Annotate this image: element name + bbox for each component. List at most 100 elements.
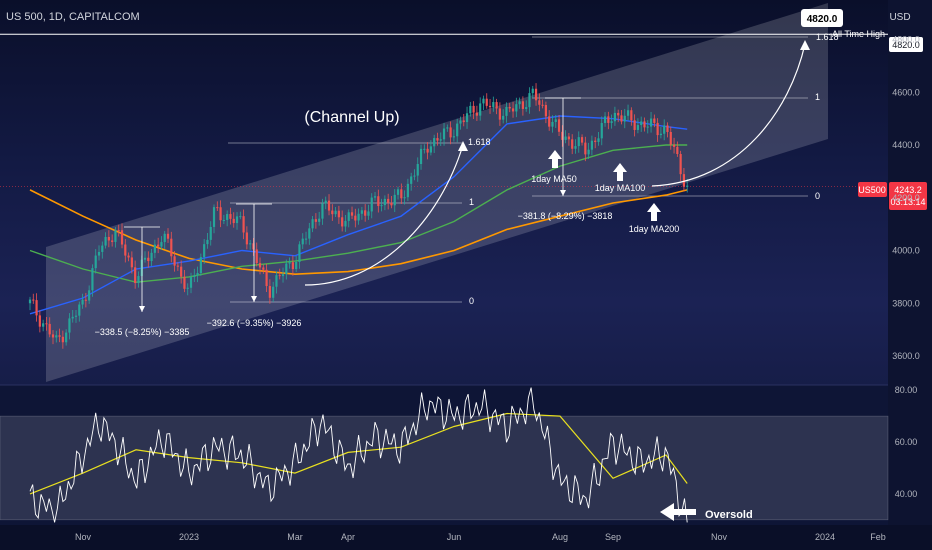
candle-body <box>571 139 574 149</box>
countdown-label: 03:13:14 <box>890 197 925 207</box>
candle-body <box>534 88 538 101</box>
candle-body <box>610 121 613 123</box>
candle-body <box>308 228 311 239</box>
candle-body <box>288 262 291 264</box>
candle-body <box>291 262 294 270</box>
candle-body <box>557 119 561 132</box>
ma200-label: 1day MA200 <box>629 224 680 234</box>
candle-body <box>275 275 278 287</box>
candle-body <box>561 131 564 140</box>
projection-curve-2 <box>651 43 806 187</box>
candle-body <box>147 257 150 262</box>
rsi-axis-ticks: 40.00 60.00 80.00 <box>895 385 918 499</box>
ath-label: All Time High <box>832 29 885 39</box>
candle-body <box>357 213 360 221</box>
candle-body <box>548 116 551 127</box>
x-tick-label: Sep <box>605 532 621 542</box>
candle-body <box>577 137 580 147</box>
candle-body <box>469 105 472 114</box>
candle-body <box>623 115 626 122</box>
candle-body <box>584 142 587 155</box>
candle-body <box>580 137 584 143</box>
oversold-arrow <box>660 503 696 521</box>
candle-body <box>157 244 160 247</box>
candle-body <box>311 219 314 229</box>
y-tick-label: 4800.0 <box>892 35 920 45</box>
fib-1618-label: 1.618 <box>468 137 491 147</box>
x-tick-label: Nov <box>75 532 92 542</box>
projection-arrowhead-1 <box>458 141 468 151</box>
x-tick-label: Nov <box>711 532 728 542</box>
x-tick-label: Feb <box>870 532 886 542</box>
symbol-tag-label: US500 <box>858 185 886 195</box>
candle-body <box>669 132 672 145</box>
candle-body <box>258 263 262 268</box>
candle-body <box>245 232 248 245</box>
drop-bracket-arrow-2 <box>560 190 566 196</box>
y-tick-label: 3600.0 <box>892 351 920 361</box>
x-axis-ticks: Nov 2023 Mar Apr Jun Aug Sep Nov 2024 Feb <box>75 532 886 542</box>
candle-body <box>640 121 643 126</box>
candle-body <box>222 219 225 221</box>
candle-body <box>436 138 439 141</box>
fib-one-a-label: 1 <box>469 197 474 207</box>
channel-band <box>46 3 828 382</box>
candle-body <box>117 230 120 232</box>
candle-body <box>564 136 567 140</box>
channel-up-label: (Channel Up) <box>304 109 399 126</box>
candle-body <box>226 214 229 220</box>
candle-body <box>413 175 416 177</box>
candle-body <box>130 257 133 268</box>
candle-body <box>252 243 255 250</box>
candle-body <box>78 304 81 316</box>
candle-body <box>383 198 386 206</box>
ath-fib-label: 1.618 <box>816 32 839 42</box>
drop-bracket-arrow-0 <box>139 306 145 312</box>
candle-body <box>74 315 78 317</box>
candle-body <box>318 218 321 222</box>
candle-body <box>32 299 35 301</box>
candle-body <box>173 256 176 266</box>
currency-label[interactable]: USD <box>889 12 910 23</box>
candle-body <box>531 88 534 94</box>
candle-body <box>196 273 199 276</box>
candle-body <box>603 116 607 124</box>
oversold-label: Oversold <box>705 509 753 521</box>
candle-body <box>101 245 104 252</box>
candle-body <box>219 207 222 221</box>
x-tick-label: 2023 <box>179 532 199 542</box>
y-tick-label: 4000.0 <box>892 246 920 256</box>
candle-body <box>68 318 71 333</box>
ath-price-tag-label: 4820.0 <box>892 40 920 50</box>
candle-body <box>278 275 281 277</box>
rsi-tick-label: 80.00 <box>895 385 918 395</box>
candle-body <box>347 212 350 221</box>
candle-body <box>666 125 669 133</box>
candle-body <box>541 104 544 106</box>
candle-body <box>521 101 524 109</box>
candle-body <box>180 266 183 277</box>
candle-body <box>643 121 646 128</box>
target-box: 4820.0 <box>801 9 843 27</box>
candle-body <box>120 230 124 245</box>
candle-body <box>396 189 400 195</box>
candle-body <box>107 236 110 241</box>
x-tick-label: Aug <box>552 532 568 542</box>
candle-body <box>679 154 682 175</box>
candle-body <box>341 217 344 227</box>
candle-body <box>551 121 554 127</box>
candle-body <box>488 105 492 108</box>
candle-body <box>111 240 114 242</box>
drop1-label: −338.5 (−8.25%) −3385 <box>95 327 190 337</box>
candle-body <box>137 276 140 284</box>
ma200-line <box>29 189 688 276</box>
candle-body <box>465 113 469 123</box>
candle-body <box>242 216 245 233</box>
candle-body <box>337 210 340 218</box>
candle-body <box>281 274 285 277</box>
text-layer: US 500, 1D, CAPITALCOM USD (Channel Up) … <box>6 9 927 521</box>
candle-body <box>203 244 206 258</box>
candle-body <box>626 110 630 116</box>
candle-body <box>212 207 216 227</box>
candle-body <box>370 197 373 212</box>
